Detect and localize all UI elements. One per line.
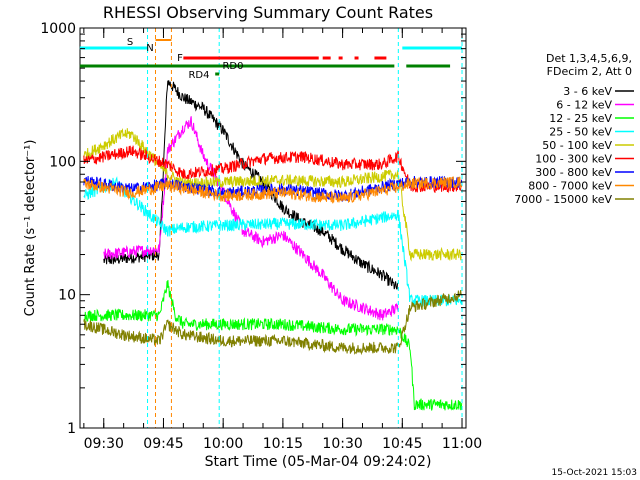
legend-label: 300 - 800 keV (535, 166, 612, 179)
x-tick-label: 10:00 (203, 436, 243, 452)
series-line-7000-15000-kev (83, 289, 463, 356)
flag-label-rd0: RD0 (222, 61, 243, 72)
footer-timestamp: 15-Oct-2021 15:03 (552, 468, 637, 478)
flag-label-rd4: RD4 (188, 70, 209, 81)
legend-header-line: Det 1,3,4,5,6,9, (546, 52, 632, 65)
series-line-3-6-kev (103, 80, 399, 290)
flag-label-f: F (177, 53, 183, 64)
series-group (83, 80, 463, 411)
plot-frame (79, 27, 467, 429)
series-line-12-25-kev (83, 279, 463, 411)
flag-label-n: N (146, 43, 153, 54)
flag-label-s: S (127, 37, 133, 48)
chart-title: RHESSI Observing Summary Count Rates (103, 3, 433, 22)
series-line-300-800-kev (83, 175, 463, 202)
x-tick-label: 09:30 (84, 436, 124, 452)
legend-label: 7000 - 15000 keV (514, 193, 612, 206)
data-layer (83, 80, 463, 411)
x-axis-label: Start Time (05-Mar-04 09:24:02) (205, 454, 432, 470)
series-line-6-12-kev (103, 116, 399, 321)
plot-border (79, 27, 467, 429)
x-tick-label: 10:15 (263, 436, 303, 452)
y-tick-label: 1000 (40, 21, 76, 37)
y-tick-label: 1 (67, 421, 76, 437)
legend: Det 1,3,4,5,6,9,FDecim 2, Att 0 3 - 6 keV… (514, 52, 634, 206)
y-tick-label: 10 (58, 288, 76, 304)
legend-label: 6 - 12 keV (556, 99, 612, 112)
axes: 1 10 100 1000 09:30 09:45 10:00 10:15 10:30 10:45… (40, 21, 482, 452)
x-tick-label: 10:30 (322, 436, 362, 452)
legend-label: 3 - 6 keV (563, 85, 612, 98)
legend-label: 50 - 100 keV (542, 139, 612, 152)
legend-label: 100 - 300 keV (535, 153, 612, 166)
y-tick-label: 100 (49, 154, 76, 170)
legend-label: 25 - 50 keV (549, 126, 612, 139)
legend-header-line: FDecim 2, Att 0 (547, 65, 632, 78)
y-axis-label: Count Rate (s⁻¹ detector⁻¹) (23, 140, 38, 317)
legend-label: 12 - 25 keV (549, 112, 612, 125)
flag-bars: S N F RD0 RD4 (79, 37, 463, 81)
x-tick-label: 10:45 (382, 436, 422, 452)
x-tick-label: 11:00 (442, 436, 482, 452)
legend-label: 800 - 7000 keV (528, 180, 612, 193)
x-tick-label: 09:45 (143, 436, 183, 452)
